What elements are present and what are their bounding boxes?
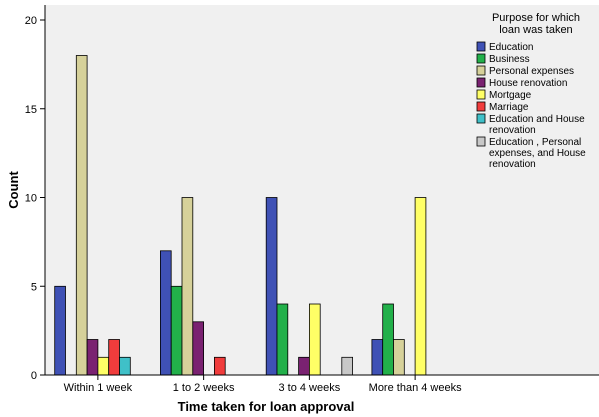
bar: [382, 303, 394, 376]
x-tick-label: 1 to 2 weeks: [173, 382, 235, 394]
bar: [170, 285, 183, 376]
bar: [181, 197, 194, 376]
bar: [393, 339, 405, 376]
x-axis-title: Time taken for loan approval: [178, 399, 355, 414]
bar: [265, 197, 278, 376]
legend-title: Purpose for which: [492, 12, 580, 24]
legend-swatch: [476, 41, 486, 52]
legend-label: renovation: [489, 125, 536, 136]
legend-label: Education: [489, 42, 533, 53]
bar: [97, 356, 110, 376]
plot-background: [45, 5, 599, 375]
y-tick-label: 5: [31, 281, 37, 293]
y-axis-title: Count: [6, 171, 21, 209]
bar: [75, 55, 88, 376]
legend-swatch: [476, 77, 486, 88]
legend-item: House renovation: [476, 77, 567, 89]
legend-label: Mortgage: [489, 90, 532, 101]
x-tick-label: 3 to 4 weeks: [278, 382, 340, 394]
legend-label: Business: [489, 54, 530, 65]
legend-item: Personal expenses: [476, 65, 574, 77]
legend-swatch: [476, 89, 486, 100]
y-tick-label: 0: [31, 370, 37, 382]
legend-swatch: [476, 65, 486, 76]
legend-label: Personal expenses: [489, 66, 574, 77]
bar: [414, 197, 427, 376]
bar: [341, 356, 353, 376]
y-tick-label: 10: [25, 193, 37, 205]
legend-swatch: [476, 53, 486, 64]
legend-item: Education: [476, 41, 533, 53]
bar: [213, 356, 226, 376]
legend-item: Mortgage: [476, 89, 532, 101]
legend-label: renovation: [489, 159, 536, 170]
legend-swatch: [476, 136, 486, 147]
bar: [54, 285, 66, 376]
legend-label: Education , Personal: [489, 137, 581, 148]
bar: [308, 303, 321, 376]
bar: [159, 250, 172, 376]
bar: [276, 303, 289, 376]
bar: [298, 356, 310, 376]
y-tick-label: 20: [25, 15, 37, 27]
legend-label: expenses, and House: [489, 148, 586, 159]
x-tick-label: More than 4 weeks: [369, 382, 462, 394]
x-tick-label: Within 1 week: [64, 382, 133, 394]
bar: [108, 339, 120, 376]
bar: [192, 321, 205, 376]
legend-label: Marriage: [489, 102, 529, 113]
legend-swatch: [476, 101, 486, 112]
bar: [119, 356, 131, 376]
y-axis: 0 5 10 15 20: [25, 5, 46, 382]
legend-item: Business: [476, 53, 530, 65]
bar: [371, 339, 384, 376]
legend-label: House renovation: [489, 78, 567, 89]
legend-title: loan was taken: [499, 24, 572, 36]
y-tick-label: 15: [25, 104, 37, 116]
legend-swatch: [476, 113, 486, 124]
legend-label: Education and House: [489, 114, 585, 125]
legend-item: Marriage: [476, 101, 529, 113]
bar: [86, 339, 99, 376]
x-axis: Within 1 week 1 to 2 weeks 3 to 4 weeks Mor…: [45, 374, 599, 394]
